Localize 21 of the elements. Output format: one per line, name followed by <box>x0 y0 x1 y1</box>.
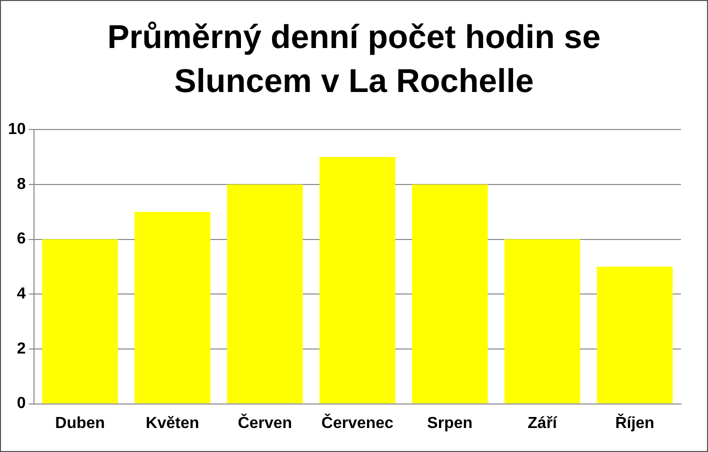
bar <box>504 239 580 404</box>
x-tick-label: Srpen <box>427 414 473 432</box>
x-tick-label: Květen <box>146 414 200 432</box>
x-tick-label: Září <box>528 414 558 432</box>
y-tick-label: 10 <box>8 121 26 138</box>
y-tick-label: 2 <box>16 340 26 358</box>
bar <box>42 239 118 404</box>
chart-title: Průměrný denní počet hodin se Sluncem v La Rochelle <box>106 17 602 101</box>
bar <box>319 157 396 404</box>
y-tick-label: 4 <box>16 286 26 303</box>
bar <box>412 184 488 404</box>
bar <box>596 266 673 404</box>
y-tick-label: 6 <box>16 230 26 248</box>
x-tick-label: Červenec <box>321 412 394 432</box>
x-tick-label: Červen <box>238 412 292 432</box>
x-tick-label: Říjen <box>615 412 654 432</box>
y-tick-label: 8 <box>16 176 26 193</box>
x-tick-label: Duben <box>55 414 105 432</box>
bar <box>134 212 210 404</box>
y-tick-label: 0 <box>16 395 26 412</box>
bar <box>227 184 303 404</box>
